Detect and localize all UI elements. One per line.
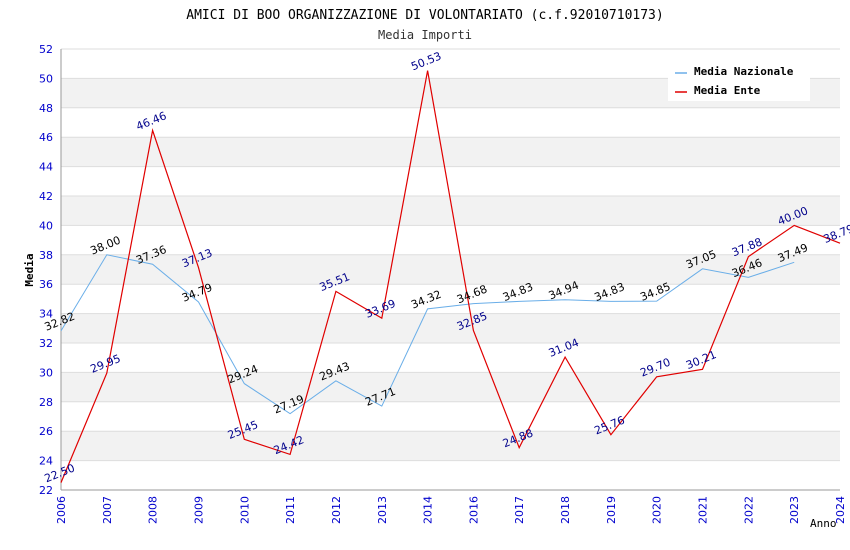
series-line-national [60, 254, 795, 415]
x-tick-label: 2022 [742, 496, 755, 524]
y-tick-label: 42 [39, 190, 53, 203]
x-tick-label: 2023 [788, 496, 801, 524]
x-axis-label: Anno [810, 517, 837, 530]
y-tick-label: 44 [39, 161, 53, 174]
x-tick-label: 2011 [284, 496, 297, 524]
x-tick-label: 2013 [376, 496, 389, 524]
x-tick-label: 2024 [834, 496, 847, 524]
legend-box [668, 60, 810, 101]
y-tick-label: 34 [39, 308, 53, 321]
y-tick-label: 46 [39, 131, 53, 144]
y-tick-label: 52 [39, 43, 53, 56]
plot-area [61, 78, 840, 461]
chart-title: AMICI DI BOO ORGANIZZAZIONE DI VOLONTARI… [186, 8, 663, 23]
grid-band [61, 431, 840, 461]
data-label-ente: 30.21 [684, 348, 718, 372]
grid-band [61, 372, 840, 402]
x-axis-ticks: 2006 2007 2008 2009 2010 2011 2012 2013 2014 2016… [55, 496, 847, 524]
grid-band [61, 254, 840, 285]
x-tick-label: 2009 [192, 496, 205, 524]
x-tick-label: 2017 [513, 496, 526, 524]
x-tick-label: 2008 [147, 496, 160, 524]
x-tick-label: 2010 [238, 496, 251, 524]
x-tick-label: 2014 [422, 496, 435, 524]
y-tick-label: 50 [39, 72, 53, 85]
legend-label-ente: Media Ente [694, 84, 761, 97]
y-axis-ticks: 22 24 26 28 30 32 34 36 38 40 42 44 46 48 50 52 [39, 43, 53, 497]
x-tick-label: 2019 [605, 496, 618, 524]
y-axis-label: Media [23, 253, 36, 286]
chart-subtitle: Media Importi [378, 28, 472, 42]
y-tick-label: 36 [39, 278, 53, 291]
gridlines [60, 48, 840, 491]
x-tick-label: 2018 [559, 496, 572, 524]
legend-label-national: Media Nazionale [694, 65, 794, 78]
legend: Media Nazionale Media Ente [668, 60, 810, 101]
grid-band [61, 137, 840, 167]
x-tick-label: 2012 [330, 496, 343, 524]
series-lines [60, 70, 841, 483]
x-tick-label: 2007 [101, 496, 114, 524]
y-tick-label: 24 [39, 455, 53, 468]
data-label-ente: 46.46 [134, 109, 168, 133]
x-tick-label: 2016 [467, 496, 480, 524]
y-tick-label: 40 [39, 219, 53, 232]
y-tick-label: 30 [39, 366, 53, 379]
series-line-ente [60, 70, 841, 483]
y-tick-label: 22 [39, 484, 53, 497]
data-label-national: 38.00 [88, 234, 122, 258]
x-tick-label: 2006 [55, 496, 68, 524]
x-tick-label: 2021 [697, 496, 710, 524]
y-tick-label: 48 [39, 102, 53, 115]
y-tick-label: 26 [39, 425, 53, 438]
y-tick-label: 32 [39, 337, 53, 350]
grid-band [61, 313, 840, 343]
y-tick-label: 28 [39, 396, 53, 409]
y-tick-label: 38 [39, 249, 53, 262]
data-label-ente: 50.53 [409, 49, 443, 73]
x-tick-label: 2020 [651, 496, 664, 524]
